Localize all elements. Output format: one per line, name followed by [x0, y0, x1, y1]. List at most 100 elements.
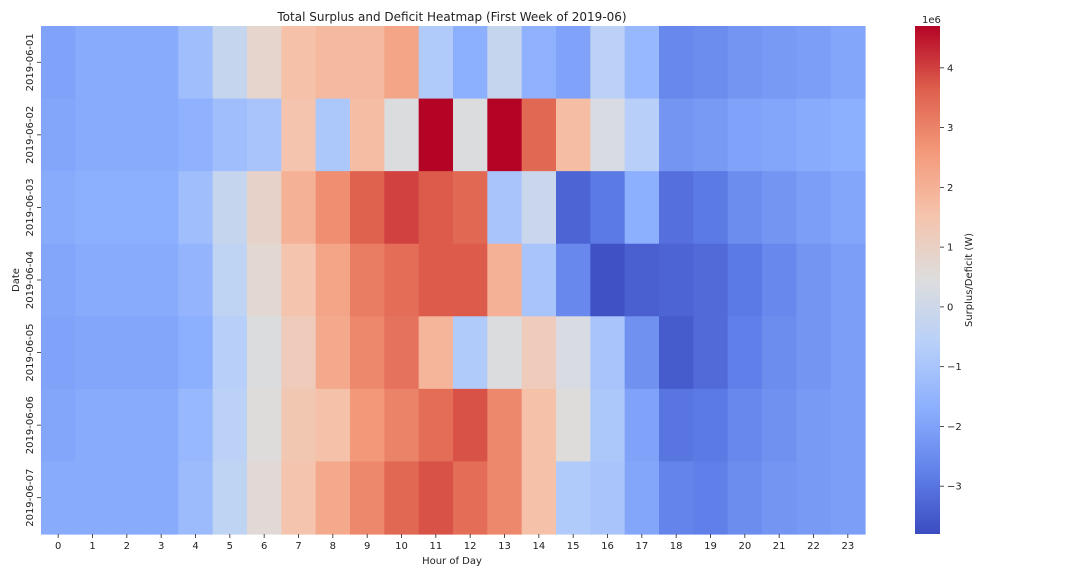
x-tick-label: 11 [429, 541, 442, 552]
colorbar-tick-label: 1 [947, 243, 953, 254]
heatmap-cell [384, 388, 420, 463]
heatmap-cell [41, 316, 76, 390]
heatmap-cell [590, 98, 626, 172]
heatmap-cell [556, 26, 591, 100]
heatmap-cell [247, 171, 282, 245]
x-tick-label: 5 [227, 541, 233, 552]
heatmap-cell [350, 388, 385, 463]
heatmap-cell [453, 243, 488, 317]
heatmap-cell [41, 26, 76, 100]
heatmap-cell [178, 316, 214, 390]
heatmap-cell [350, 26, 385, 100]
y-axis-label: Date [11, 268, 22, 292]
heatmap-cell [727, 243, 763, 317]
heatmap-cell [350, 98, 385, 172]
heatmap-cell [659, 243, 694, 317]
heatmap-cell [762, 98, 797, 172]
heatmap-cell [556, 171, 591, 245]
heatmap-cell [350, 243, 385, 317]
heatmap-cell [830, 388, 866, 463]
heatmap-cell [212, 98, 248, 172]
heatmap-cell [315, 26, 351, 100]
heatmap-cell [315, 171, 351, 245]
heatmap-cell [693, 98, 729, 172]
heatmap-cell [144, 171, 179, 245]
heatmap-cell [453, 98, 488, 172]
heatmap-cell [178, 26, 214, 100]
heatmap-cell [315, 98, 351, 172]
heatmap-cell [727, 26, 763, 100]
heatmap-cell [693, 26, 729, 100]
heatmap-cell [453, 316, 488, 390]
heatmap-cell [521, 98, 557, 172]
heatmap-cell [830, 243, 866, 317]
heatmap-cell [178, 388, 214, 463]
heatmap-cell [144, 243, 179, 317]
heatmap-cell [487, 388, 523, 463]
x-tick-label: 13 [498, 541, 511, 552]
heatmap-cell [762, 316, 797, 390]
heatmap-cell [75, 461, 111, 535]
x-tick-label: 19 [704, 541, 717, 552]
heatmap-cell [384, 316, 420, 390]
colorbar-tick-label: −3 [947, 482, 962, 493]
heatmap-cell [659, 461, 694, 535]
heatmap-cell [521, 388, 557, 463]
heatmap-cell [212, 243, 248, 317]
x-tick-label: 7 [295, 541, 301, 552]
heatmap-cell [830, 98, 866, 172]
y-tick-label: 2019-06-02 [25, 106, 36, 164]
heatmap-cell [624, 98, 660, 172]
heatmap-cell [830, 26, 866, 100]
heatmap-cell [521, 316, 557, 390]
heatmap-cell [144, 98, 179, 172]
heatmap-cell [315, 461, 351, 535]
heatmap-cell [281, 388, 317, 463]
heatmap-cell [727, 388, 763, 463]
heatmap-cell [556, 98, 591, 172]
heatmap-cell [693, 388, 729, 463]
heatmap-cell [212, 316, 248, 390]
heatmap-cell [556, 461, 591, 535]
heatmap-cell [178, 461, 214, 535]
heatmap-cell [521, 461, 557, 535]
heatmap-cell [247, 243, 282, 317]
heatmap-cell [109, 388, 145, 463]
heatmap-cell [109, 171, 145, 245]
heatmap-cell [281, 461, 317, 535]
heatmap-cell [624, 461, 660, 535]
heatmap-cell [624, 171, 660, 245]
x-tick-label: 4 [192, 541, 198, 552]
heatmap-cell [693, 171, 729, 245]
heatmap-cell [659, 171, 694, 245]
x-tick-label: 14 [532, 541, 545, 552]
heatmap-cell [75, 316, 111, 390]
heatmap-cell [796, 243, 832, 317]
x-tick-label: 6 [261, 541, 267, 552]
heatmap-cell [315, 316, 351, 390]
colorbar-scale: 1e6 [922, 15, 941, 26]
x-tick-label: 3 [158, 541, 164, 552]
x-tick-label: 9 [364, 541, 370, 552]
heatmap-cell [796, 26, 832, 100]
x-tick-label: 23 [841, 541, 854, 552]
heatmap-cell [590, 461, 626, 535]
heatmap-cell [453, 171, 488, 245]
heatmap-cell [556, 243, 591, 317]
heatmap-cell [75, 98, 111, 172]
colorbar-tick-label: 0 [947, 302, 953, 313]
x-tick-label: 0 [55, 541, 61, 552]
heatmap-cell [590, 316, 626, 390]
heatmap-cell [453, 388, 488, 463]
heatmap-cell [659, 98, 694, 172]
heatmap-cell [453, 461, 488, 535]
heatmap-cell [212, 461, 248, 535]
heatmap-cell [247, 461, 282, 535]
heatmap-cell [281, 316, 317, 390]
heatmap-cell [41, 98, 76, 172]
heatmap-cell [384, 26, 420, 100]
heatmap-cells [41, 26, 866, 535]
heatmap-cell [144, 461, 179, 535]
heatmap-cell [144, 26, 179, 100]
